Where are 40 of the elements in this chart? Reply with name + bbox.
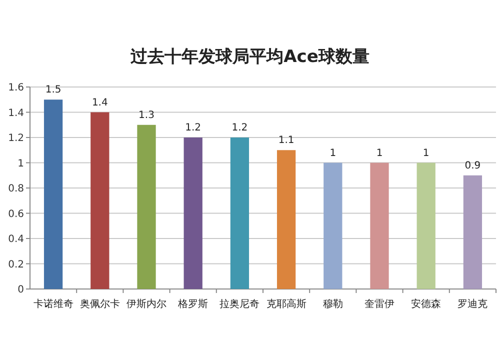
x-tick-label: 伊斯内尔 bbox=[126, 298, 166, 310]
x-tick-label: 卡诺维奇 bbox=[33, 298, 74, 310]
data-label: 1 bbox=[422, 148, 430, 159]
bar bbox=[416, 162, 436, 289]
y-tick-label: 1.2 bbox=[8, 133, 24, 144]
bar bbox=[44, 100, 63, 289]
chart-title: 过去十年发球局平均Ace球数量 bbox=[130, 47, 370, 67]
bar bbox=[463, 175, 482, 289]
x-tick-label: 穆勒 bbox=[322, 298, 343, 310]
y-tick-label: 1.4 bbox=[8, 108, 24, 119]
x-tick-label: 安德森 bbox=[411, 298, 442, 310]
data-label: 1.2 bbox=[185, 122, 202, 134]
data-label: 1.3 bbox=[138, 110, 154, 121]
y-tick-label: 1 bbox=[18, 158, 24, 170]
x-tick-label: 罗迪克 bbox=[458, 298, 488, 310]
x-tick-label: 奎雷伊 bbox=[364, 298, 394, 310]
x-tick-label: 克耶高斯 bbox=[266, 298, 306, 310]
x-tick-label: 奥佩尔卡 bbox=[80, 298, 120, 310]
bar bbox=[370, 162, 389, 289]
x-tick-label: 格罗斯 bbox=[177, 298, 208, 310]
bar bbox=[184, 138, 202, 289]
bar bbox=[324, 162, 342, 289]
y-tick-label: 1.6 bbox=[8, 82, 24, 94]
data-label: 1.5 bbox=[45, 84, 62, 96]
y-tick-label: 0.2 bbox=[8, 259, 24, 270]
bar bbox=[90, 112, 110, 289]
data-label: 1 bbox=[330, 148, 336, 159]
y-tick-label: 0.8 bbox=[8, 184, 24, 194]
data-label: 1 bbox=[376, 148, 383, 159]
x-tick-label: 拉奥尼奇 bbox=[220, 298, 260, 310]
data-label: 0.9 bbox=[464, 160, 481, 172]
data-label: 1.2 bbox=[232, 122, 248, 134]
y-tick-label: 0 bbox=[18, 284, 24, 296]
data-label: 1.4 bbox=[92, 97, 108, 108]
y-tick-label: 0.4 bbox=[8, 234, 24, 245]
data-label: 1.1 bbox=[278, 135, 294, 146]
bar bbox=[137, 124, 156, 289]
bar bbox=[276, 150, 296, 289]
y-tick-label: 0.6 bbox=[8, 208, 24, 220]
bar bbox=[230, 138, 250, 289]
